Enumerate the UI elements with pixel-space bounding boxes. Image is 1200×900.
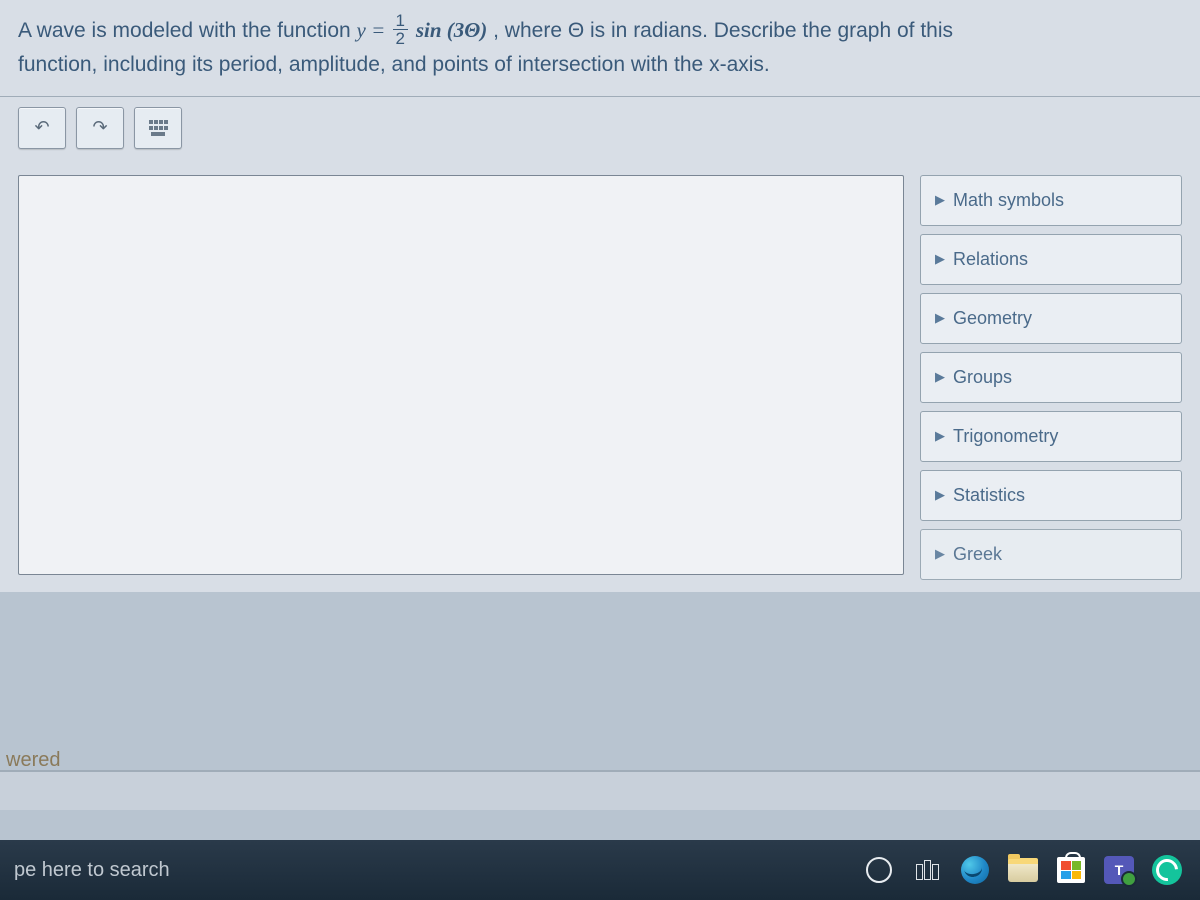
symbol-categories: ▶ Math symbols ▶ Relations ▶ Geometry ▶ … bbox=[920, 175, 1182, 580]
question-mid: , where Θ is in radians. Describe the gr… bbox=[493, 19, 953, 42]
fraction-half: 1 2 bbox=[393, 12, 408, 47]
work-area: ▶ Math symbols ▶ Relations ▶ Geometry ▶ … bbox=[0, 163, 1200, 592]
question-area: A wave is modeled with the function y = … bbox=[0, 0, 1200, 97]
category-label: Greek bbox=[953, 544, 1002, 565]
question-pre: A wave is modeled with the function bbox=[18, 19, 357, 42]
category-label: Groups bbox=[953, 367, 1012, 388]
taskbar-search-input[interactable]: pe here to search bbox=[14, 859, 170, 882]
category-geometry[interactable]: ▶ Geometry bbox=[920, 293, 1182, 344]
category-groups[interactable]: ▶ Groups bbox=[920, 352, 1182, 403]
category-label: Trigonometry bbox=[953, 426, 1058, 447]
cortana-icon bbox=[866, 857, 892, 883]
sine-expression: sin (3Θ) bbox=[416, 18, 487, 42]
edge-browser-button[interactable] bbox=[954, 849, 996, 891]
category-relations[interactable]: ▶ Relations bbox=[920, 234, 1182, 285]
task-view-icon bbox=[916, 860, 939, 880]
question-line2: function, including its period, amplitud… bbox=[18, 53, 770, 76]
undo-button[interactable]: ↶ bbox=[18, 107, 66, 149]
undo-icon: ↶ bbox=[34, 117, 49, 138]
chevron-right-icon: ▶ bbox=[935, 487, 945, 503]
chevron-right-icon: ▶ bbox=[935, 369, 945, 385]
store-icon bbox=[1057, 857, 1085, 883]
equation-y: y = bbox=[357, 18, 391, 42]
chevron-right-icon: ▶ bbox=[935, 428, 945, 444]
grammarly-icon bbox=[1152, 855, 1182, 885]
chevron-right-icon: ▶ bbox=[935, 310, 945, 326]
redo-icon: ↷ bbox=[92, 117, 107, 138]
editor-toolbar: ↶ ↷ bbox=[0, 97, 1200, 163]
category-math-symbols[interactable]: ▶ Math symbols bbox=[920, 175, 1182, 226]
answer-input[interactable] bbox=[18, 175, 904, 575]
teams-icon: T bbox=[1104, 856, 1134, 884]
category-label: Statistics bbox=[953, 485, 1025, 506]
category-statistics[interactable]: ▶ Statistics bbox=[920, 470, 1182, 521]
keyboard-button[interactable] bbox=[134, 107, 182, 149]
category-label: Math symbols bbox=[953, 190, 1064, 211]
answered-label-partial: wered bbox=[0, 749, 60, 772]
task-view-button[interactable] bbox=[906, 849, 948, 891]
window-divider bbox=[0, 770, 1200, 810]
category-label: Relations bbox=[953, 249, 1028, 270]
question-text: A wave is modeled with the function y = … bbox=[18, 14, 1182, 82]
fraction-numerator: 1 bbox=[393, 12, 408, 30]
category-greek[interactable]: ▶ Greek bbox=[920, 529, 1182, 580]
cortana-button[interactable] bbox=[858, 849, 900, 891]
category-trigonometry[interactable]: ▶ Trigonometry bbox=[920, 411, 1182, 462]
teams-letter: T bbox=[1115, 862, 1124, 878]
chevron-right-icon: ▶ bbox=[935, 192, 945, 208]
microsoft-store-button[interactable] bbox=[1050, 849, 1092, 891]
chevron-right-icon: ▶ bbox=[935, 546, 945, 562]
fraction-denominator: 2 bbox=[393, 30, 408, 47]
keyboard-icon bbox=[149, 120, 168, 136]
windows-taskbar: pe here to search T bbox=[0, 840, 1200, 900]
edge-icon bbox=[961, 856, 989, 884]
file-explorer-button[interactable] bbox=[1002, 849, 1044, 891]
category-label: Geometry bbox=[953, 308, 1032, 329]
folder-icon bbox=[1008, 858, 1038, 882]
chevron-right-icon: ▶ bbox=[935, 251, 945, 267]
teams-button[interactable]: T bbox=[1098, 849, 1140, 891]
grammarly-button[interactable] bbox=[1146, 849, 1188, 891]
redo-button[interactable]: ↷ bbox=[76, 107, 124, 149]
